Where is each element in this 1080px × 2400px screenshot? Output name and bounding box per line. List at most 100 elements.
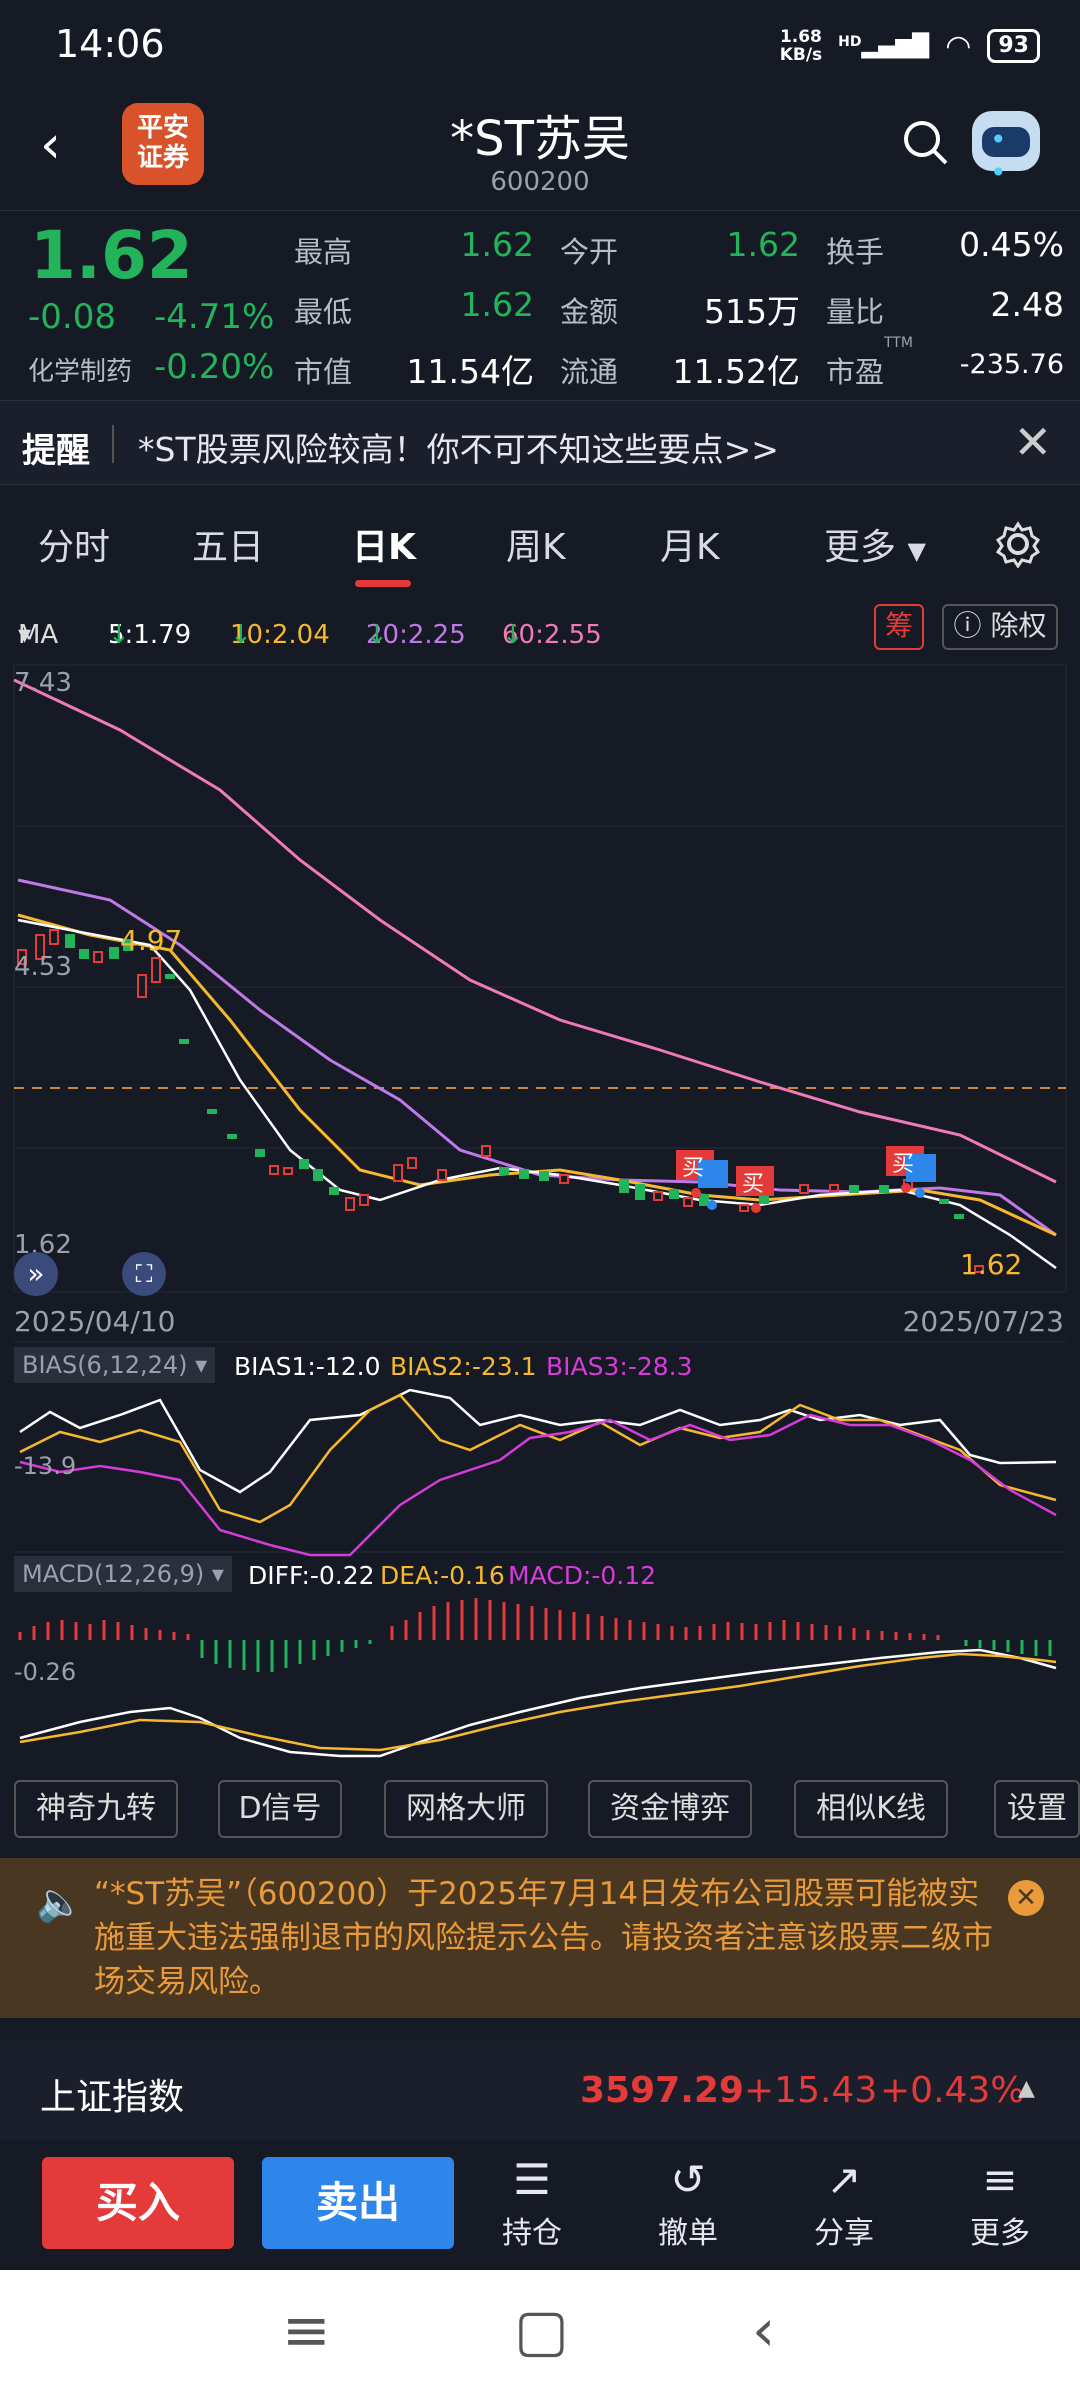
low-value: 1.62: [460, 285, 534, 324]
volume-ratio-label: 量比: [826, 295, 885, 329]
signal-icon: HD▂▄▆█: [838, 33, 930, 59]
low-label: 最低: [294, 295, 353, 329]
back-icon[interactable]: ‹: [40, 115, 61, 175]
close-icon[interactable]: ✕: [1013, 415, 1052, 469]
index-ticker[interactable]: 上证指数 3597.29 +15.43 +0.43% ▲: [0, 2040, 1080, 2140]
expand-arrows-icon[interactable]: »: [14, 1252, 58, 1296]
back-nav-icon[interactable]: ‹: [752, 2296, 776, 2364]
market-cap-label: 市值: [294, 355, 353, 389]
info-icon: ⓘ: [953, 609, 982, 642]
battery-icon: 93: [987, 29, 1040, 63]
ma-dropdown-icon: ▾: [18, 620, 32, 650]
turnover-value: 0.45%: [959, 225, 1064, 264]
cancel-order-button[interactable]: ↺ 撤单: [638, 2152, 738, 2252]
price-change: -0.08: [28, 297, 116, 337]
search-icon[interactable]: [900, 117, 950, 167]
tab-weekly-k[interactable]: 周K: [506, 527, 566, 568]
status-bar: 14:06 1.68 KB/s HD▂▄▆█ ◠ 93: [0, 0, 1080, 95]
ma5-down-arrow-icon: ↓: [108, 620, 130, 650]
magic-nine-button[interactable]: 神奇九转: [14, 1780, 178, 1838]
pe-value: -235.76: [959, 349, 1064, 380]
tab-more[interactable]: 更多 ▼: [824, 518, 926, 570]
assistant-robot-icon[interactable]: [972, 111, 1040, 189]
sell-button[interactable]: 卖出: [262, 2157, 454, 2249]
price-axis-high: 7.43: [14, 668, 72, 698]
tab-daily-k[interactable]: 日K: [352, 527, 416, 568]
document-icon: ☰: [513, 2155, 551, 2204]
ma-label-text: MA: [18, 620, 59, 650]
tool-bar: 神奇九转 D信号 网格大师 资金博弈 相似K线 设置: [0, 1780, 1080, 1842]
bias-axis-label: -13.9: [14, 1452, 77, 1480]
tab-intraday[interactable]: 分时: [38, 527, 111, 568]
high-value: 1.62: [460, 225, 534, 264]
logo-text-2: 证券: [136, 143, 189, 173]
bias-chart: [19, 1388, 1057, 1557]
net-speed: 1.68 KB/s: [780, 28, 822, 64]
index-value: 3597.29: [580, 2070, 744, 2111]
share-label: 分享: [814, 2216, 874, 2251]
home-icon[interactable]: ▢: [514, 2296, 569, 2364]
risk-notice-text: “*ST苏吴”（600200）于2025年7月14日发布公司股票可能被实施重大违…: [94, 1876, 993, 2000]
kline-candles: [17, 929, 984, 1273]
expand-up-icon[interactable]: ▲: [1018, 2076, 1035, 2101]
buy-signal-tag: 买: [742, 1172, 765, 1197]
buy-signal-tag: 买: [682, 1156, 705, 1181]
broker-logo: 平安 证券: [122, 103, 204, 185]
kline-grid: [13, 664, 1067, 1553]
risk-reminder-bar[interactable]: 提醒 *ST股票风险较高！你不可不知这些要点>> ✕: [0, 400, 1080, 485]
high-label: 最高: [294, 235, 353, 269]
ma20-down-arrow-icon: ↓: [366, 620, 388, 650]
date-start: 2025/04/10: [14, 1305, 176, 1338]
chip-distribution-button[interactable]: 筹: [874, 604, 924, 650]
macd-chart: [18, 1598, 1057, 1758]
fullscreen-icon[interactable]: ⛶: [122, 1252, 166, 1296]
amount-value: 515万: [704, 292, 800, 331]
tab-more-label: 更多: [824, 527, 897, 568]
status-icons: 1.68 KB/s HD▂▄▆█ ◠ 93: [780, 28, 1040, 64]
system-nav-bar: ≡ ▢ ‹: [0, 2270, 1080, 2400]
bias3-value: BIAS3:-28.3: [546, 1352, 693, 1381]
status-time: 14:06: [55, 22, 165, 66]
macd-label: MACD(12,26,9): [22, 1560, 205, 1588]
buy-button[interactable]: 买入: [42, 2157, 234, 2249]
cancel-order-label: 撤单: [658, 2216, 718, 2251]
volume-ratio-value: 2.48: [990, 285, 1064, 324]
open-value: 1.62: [726, 225, 800, 264]
buy-signal-tag: 买: [892, 1152, 915, 1177]
stock-header: ‹ 平安 证券 *ST苏吴 600200: [0, 95, 1080, 210]
risk-notice[interactable]: 🔈 “*ST苏吴”（600200）于2025年7月14日发布公司股票可能被实施重…: [0, 1858, 1080, 2018]
holdings-button[interactable]: ☰ 持仓: [482, 2152, 582, 2252]
reminder-text[interactable]: *ST股票风险较高！你不可不知这些要点>>: [138, 430, 779, 469]
similar-kline-button[interactable]: 相似K线: [794, 1780, 948, 1838]
stock-code: 600200: [490, 167, 590, 197]
dropdown-arrow-icon: ▼: [907, 537, 926, 565]
capital-game-button[interactable]: 资金博弈: [588, 1780, 752, 1838]
ex-rights-button[interactable]: ⓘ 除权: [942, 604, 1058, 650]
logo-text-1: 平安: [136, 113, 189, 143]
grid-master-button[interactable]: 网格大师: [384, 1780, 548, 1838]
holdings-label: 持仓: [502, 2216, 562, 2251]
recent-apps-icon[interactable]: ≡: [282, 2296, 331, 2364]
ma60-down-arrow-icon: ↓: [502, 620, 524, 650]
ma10-text: 10:2.04: [230, 620, 330, 650]
tab-five-day[interactable]: 五日: [192, 527, 265, 568]
settings-gear-icon[interactable]: [994, 520, 1042, 568]
share-button[interactable]: ↗ 分享: [794, 2152, 894, 2252]
tab-monthly-k[interactable]: 月K: [660, 527, 720, 568]
more-button[interactable]: ≡ 更多: [950, 2152, 1050, 2252]
tools-settings-button[interactable]: 设置: [994, 1780, 1080, 1838]
net-speed-value: 1.68: [779, 27, 822, 47]
bias-indicator-selector[interactable]: BIAS(6,12,24) ▾: [14, 1347, 216, 1383]
wifi-icon: ◠: [945, 28, 972, 64]
ma5-text: 5:1.79: [108, 620, 192, 650]
macd-indicator-selector[interactable]: MACD(12,26,9) ▾: [14, 1556, 232, 1592]
d-signal-button[interactable]: D信号: [218, 1780, 342, 1838]
close-icon[interactable]: ✕: [1008, 1880, 1044, 1916]
battery-level: 93: [998, 33, 1029, 58]
macd-dea-value: DEA:-0.16: [380, 1561, 505, 1590]
ma5-line: [17, 918, 1057, 1270]
stock-name: *ST苏吴: [450, 111, 630, 167]
undo-icon: ↺: [670, 2155, 706, 2204]
last-price-marker: 1.62: [960, 1248, 1023, 1281]
period-high-marker: 4.97: [120, 924, 183, 957]
